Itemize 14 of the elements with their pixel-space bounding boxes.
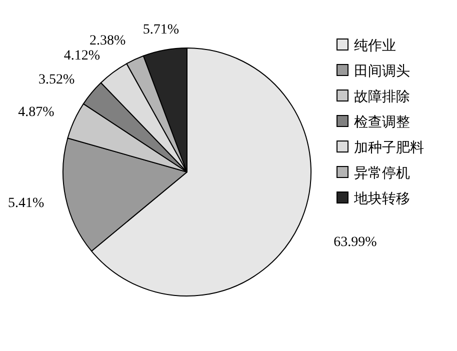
legend-label: 故障排除 — [354, 89, 410, 105]
legend-label: 田间调头 — [354, 64, 410, 80]
data-label: 4.87% — [18, 105, 55, 120]
legend-label: 地块转移 — [353, 191, 410, 207]
data-label: 2.38% — [89, 34, 126, 49]
legend-label: 检查调整 — [354, 114, 410, 130]
legend-label: 加种子肥料 — [354, 140, 424, 156]
legend-label: 纯作业 — [354, 38, 396, 54]
data-label: 63.99% — [334, 234, 378, 250]
data-label: 5.71% — [142, 22, 180, 38]
text: 5.41% — [8, 196, 44, 212]
data-label: 4.12% — [64, 48, 100, 64]
data-label: 3.52% — [38, 72, 76, 88]
legend-label: 异常停机 — [354, 166, 410, 182]
